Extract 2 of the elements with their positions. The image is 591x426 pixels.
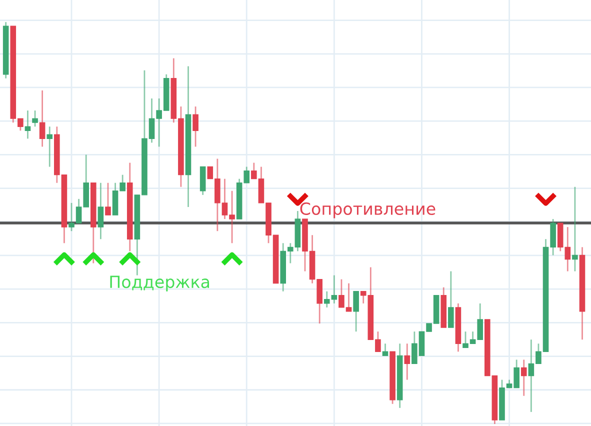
annotation: Поддержка (110, 276, 210, 292)
ref-line-label: Сопротивление (300, 202, 436, 218)
